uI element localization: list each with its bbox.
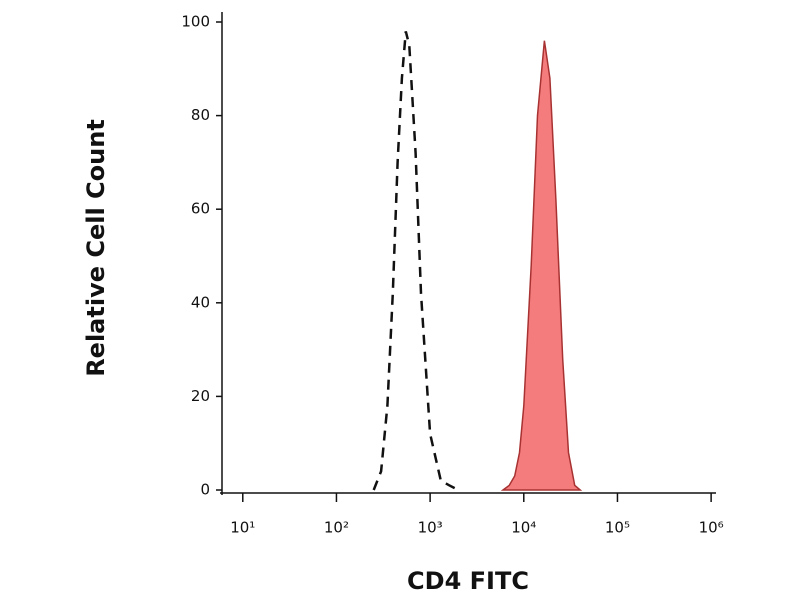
y-tick-label: 0: [200, 481, 210, 499]
x-tick-label: 10⁵: [605, 519, 630, 537]
series-line: [500, 40, 583, 491]
y-tick-label: 100: [181, 13, 210, 31]
series-line: [372, 31, 459, 492]
y-tick-label: 20: [191, 387, 210, 405]
x-tick-label: 10⁴: [511, 519, 536, 537]
x-tick-label: 10⁶: [699, 519, 724, 537]
x-tick-label: 10²: [324, 519, 349, 537]
y-axis-title: Relative Cell Count: [82, 119, 110, 377]
y-tick-label: 80: [191, 106, 210, 124]
x-tick-label: 10³: [418, 519, 443, 537]
x-tick-label: 10¹: [230, 519, 255, 537]
y-tick-label: 40: [191, 293, 210, 311]
x-axis-title: CD4 FITC: [407, 567, 529, 595]
y-tick-label: 60: [191, 200, 210, 218]
